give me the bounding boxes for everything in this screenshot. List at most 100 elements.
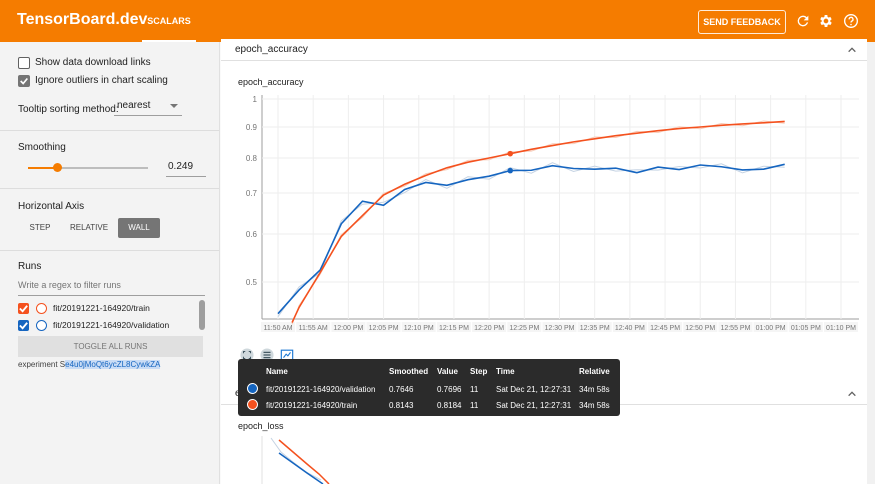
x-tick-label: 12:05 PM bbox=[369, 325, 399, 332]
tooltip-header-time: Time bbox=[496, 367, 515, 376]
send-feedback-button[interactable]: SEND FEEDBACK bbox=[698, 10, 786, 34]
x-tick-label: 12:55 PM bbox=[720, 325, 750, 332]
top-app-bar: TensorBoard.dev SCALARS SEND FEEDBACK bbox=[0, 0, 875, 42]
run-color-swatch[interactable] bbox=[36, 303, 47, 314]
run-checkbox[interactable] bbox=[18, 303, 29, 314]
chevron-up-icon[interactable] bbox=[847, 389, 857, 399]
fullscreen-icon[interactable] bbox=[240, 348, 254, 362]
chart-tooltip: Name Smoothed Value Step Time Relative f… bbox=[238, 359, 620, 416]
x-tick-label: 11:55 AM bbox=[299, 325, 328, 332]
x-tick-bg bbox=[824, 322, 858, 332]
run-filter-input[interactable]: Write a regex to filter runs bbox=[18, 280, 205, 296]
x-tick-label: 12:15 PM bbox=[439, 325, 469, 332]
x-tick-bg bbox=[296, 322, 331, 332]
smoothing-input[interactable]: 0.249 bbox=[166, 161, 206, 177]
loss-series-train bbox=[278, 439, 330, 484]
runs-scrollbar[interactable] bbox=[199, 300, 205, 330]
x-tick-bg bbox=[507, 322, 542, 332]
smoothing-slider-track[interactable] bbox=[28, 167, 148, 169]
tooltip-sorting-select[interactable]: nearest bbox=[114, 99, 182, 116]
tooltip-sorting-label: Tooltip sorting method: bbox=[18, 104, 119, 115]
show-download-links-checkbox[interactable] bbox=[18, 57, 30, 69]
divider bbox=[0, 188, 219, 189]
x-tick-bg bbox=[612, 322, 647, 332]
x-tick-bg bbox=[366, 322, 401, 332]
x-tick-label: 12:20 PM bbox=[474, 325, 504, 332]
x-tick-label: 11:50 AM bbox=[263, 325, 292, 332]
epoch-loss-chart[interactable] bbox=[221, 432, 861, 484]
chevron-up-icon[interactable] bbox=[847, 45, 857, 55]
tooltip-cell-time: Sat Dec 21, 12:27:31 bbox=[496, 385, 572, 394]
x-tick-label: 01:10 PM bbox=[826, 325, 856, 332]
y-tick-label: 0.7 bbox=[246, 189, 258, 198]
gear-icon[interactable] bbox=[818, 13, 834, 29]
x-tick-bg bbox=[261, 322, 295, 332]
series-raw-1 bbox=[291, 120, 785, 325]
horizontal-axis-title: Horizontal Axis bbox=[18, 201, 85, 212]
tab-active-indicator bbox=[142, 40, 196, 42]
app-brand[interactable]: TensorBoard.dev bbox=[17, 11, 148, 28]
check-icon bbox=[19, 305, 28, 313]
series-hover-point-0 bbox=[507, 167, 514, 174]
sidebar: Show data download links Ignore outliers… bbox=[0, 42, 220, 484]
tooltip-sorting-value: nearest bbox=[117, 100, 151, 111]
help-icon[interactable] bbox=[843, 13, 859, 29]
axis-wall-button[interactable]: WALL bbox=[118, 218, 160, 238]
x-tick-label: 12:45 PM bbox=[650, 325, 680, 332]
log-scale-icon[interactable] bbox=[260, 348, 274, 362]
y-tick-label: 0.8 bbox=[246, 154, 258, 163]
series-hover-point-1 bbox=[507, 150, 514, 157]
divider bbox=[0, 250, 219, 251]
tooltip-cell-smoothed: 0.8143 bbox=[389, 401, 414, 410]
tooltip-cell-time: Sat Dec 21, 12:27:31 bbox=[496, 401, 572, 410]
axis-relative-button[interactable]: RELATIVE bbox=[69, 223, 109, 232]
tooltip-cell-value: 0.8184 bbox=[437, 401, 462, 410]
y-tick-label: 0.6 bbox=[246, 230, 258, 239]
x-tick-label: 12:00 PM bbox=[333, 325, 363, 332]
main-scrollbar[interactable] bbox=[867, 42, 875, 484]
series-line-1 bbox=[291, 120, 785, 323]
series-line-0 bbox=[277, 163, 785, 315]
run-color-swatch[interactable] bbox=[36, 320, 47, 331]
toggle-all-runs-button[interactable]: TOGGLE ALL RUNS bbox=[18, 336, 203, 357]
card-title-loss: epoch_loss bbox=[238, 421, 284, 431]
ignore-outliers-checkbox[interactable] bbox=[18, 75, 30, 87]
tooltip-cell-relative: 34m 58s bbox=[579, 385, 610, 394]
y-tick-label: 0.5 bbox=[246, 278, 258, 287]
x-tick-bg bbox=[331, 322, 366, 332]
x-tick-bg bbox=[472, 322, 507, 332]
x-tick-bg bbox=[436, 322, 471, 332]
tooltip-header-smoothed: Smoothed bbox=[389, 367, 429, 376]
axis-step-button[interactable]: STEP bbox=[29, 223, 51, 232]
x-tick-bg bbox=[788, 322, 823, 332]
run-checkbox[interactable] bbox=[18, 320, 29, 331]
smoothing-slider-thumb[interactable] bbox=[53, 163, 63, 172]
experiment-id-highlight[interactable]: e4u0jMoQt6ycZL8CywkZA bbox=[65, 360, 161, 369]
tooltip-header-name: Name bbox=[266, 367, 288, 376]
run-label: fit/20191221-164920/validation bbox=[53, 320, 170, 330]
epoch-accuracy-chart[interactable]: 0.5 0.6 0.7 0.8 0.9 1 11:50 AM 11:55 AM 12:00 PM… bbox=[221, 88, 861, 348]
ignore-outliers-label[interactable]: Ignore outliers in chart scaling bbox=[35, 75, 168, 86]
x-tick-label: 12:30 PM bbox=[545, 325, 575, 332]
tooltip-header-relative: Relative bbox=[579, 367, 610, 376]
x-tick-bg bbox=[718, 322, 753, 332]
x-tick-bg bbox=[753, 322, 788, 332]
dropdown-caret-icon bbox=[170, 104, 178, 108]
show-download-links-label[interactable]: Show data download links bbox=[35, 57, 151, 68]
y-tick-label: 0.9 bbox=[246, 123, 258, 132]
experiment-id-plain: S bbox=[59, 360, 66, 369]
group-header-accuracy[interactable]: epoch_accuracy bbox=[221, 39, 867, 61]
x-tick-bg bbox=[577, 322, 612, 332]
x-tick-bg bbox=[648, 322, 683, 332]
refresh-icon[interactable] bbox=[795, 13, 811, 29]
tab-scalars[interactable]: SCALARS bbox=[142, 0, 196, 42]
x-tick-bg bbox=[542, 322, 577, 332]
check-icon bbox=[20, 77, 28, 85]
loss-series-validation bbox=[278, 452, 324, 484]
tooltip-run-color-dot bbox=[247, 399, 258, 410]
x-tick-label: 12:35 PM bbox=[580, 325, 610, 332]
x-tick-label: 12:10 PM bbox=[404, 325, 434, 332]
tooltip-cell-name: fit/20191221-164920/train bbox=[266, 401, 358, 410]
tooltip-run-color-dot bbox=[247, 383, 258, 394]
smoothing-slider-fill bbox=[28, 167, 58, 169]
